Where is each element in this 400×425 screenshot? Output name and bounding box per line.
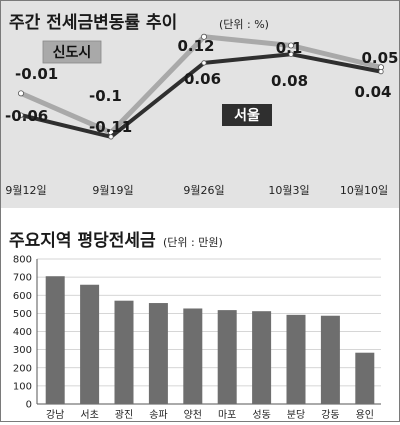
data-point: [201, 60, 207, 66]
x-category-label: 강동: [321, 409, 339, 421]
legend-서울: 서울: [222, 104, 272, 126]
value-label: -0.11: [89, 118, 132, 136]
value-label: 0.04: [354, 83, 391, 101]
y-tick-label: 800: [13, 255, 32, 266]
value-label: 0.05: [361, 49, 398, 67]
y-tick-label: 700: [13, 273, 32, 284]
weekly-change-panel: 주간 전세금변동률 추이 (단위 : %) 9월12일 9월19일 9월26일 10월…: [1, 1, 399, 208]
x-date-label: 10월3일: [268, 183, 309, 197]
x-date-label: 10월10일: [340, 183, 388, 197]
legend-신도시: 신도시: [42, 40, 102, 64]
x-category-label: 강남: [46, 409, 64, 421]
data-point: [288, 51, 294, 57]
y-tick-label: 400: [13, 327, 32, 338]
x-category-label: 분당: [287, 409, 305, 421]
value-label: -0.01: [15, 65, 58, 83]
x-category-label: 용인: [356, 409, 374, 421]
x-category-label: 광진: [115, 409, 133, 421]
line-chart-unit: (단위 : %): [219, 18, 269, 31]
y-tick-label: 0: [26, 400, 32, 411]
y-tick-label: 100: [13, 381, 32, 392]
avg-deposit-panel: 주요지역 평당전세금 (단위 : 만원) 0 100 200 300 400 500 600…: [1, 208, 399, 421]
data-point: [287, 42, 294, 49]
value-label: -0.1: [89, 87, 122, 105]
x-category-label: 송파: [149, 409, 167, 421]
series-line-서울: [20, 52, 382, 139]
bar-강남: [45, 276, 65, 404]
legend-label: 서울: [234, 107, 260, 124]
value-label: -0.06: [5, 107, 48, 125]
data-point: [18, 112, 24, 118]
bar-용인: [355, 352, 375, 404]
y-tick-label: 200: [13, 363, 32, 374]
value-label: 0.1: [276, 39, 303, 57]
bar-성동: [252, 311, 272, 404]
bar-마포: [217, 310, 237, 404]
bar-송파: [148, 303, 168, 404]
bar-강동: [320, 315, 340, 404]
data-point: [17, 90, 24, 97]
x-category-label: 성동: [252, 409, 270, 421]
x-category-label: 양천: [184, 409, 202, 421]
value-label: 0.08: [271, 72, 308, 90]
bar-서초: [80, 284, 100, 404]
line-chart-title: 주간 전세금변동률 추이: [9, 13, 177, 33]
x-date-label: 9월19일: [92, 183, 133, 197]
line-chart: 주간 전세금변동률 추이 (단위 : %) 9월12일 9월19일 9월26일 10월…: [5, 13, 399, 197]
bar-chart-unit: (단위 : 만원): [163, 236, 223, 249]
data-point: [108, 134, 114, 140]
x-date-label: 9월12일: [5, 183, 46, 197]
value-label: 0.12: [177, 37, 214, 55]
x-category-label: 마포: [218, 409, 236, 421]
value-label: 0.06: [184, 70, 221, 88]
bar-양천: [183, 308, 203, 404]
data-point: [200, 33, 207, 40]
data-point: [378, 69, 384, 75]
bar-chart-title: 주요지역 평당전세금: [9, 231, 156, 251]
y-tick-label: 500: [13, 309, 32, 320]
y-tick-label: 600: [13, 291, 32, 302]
bar-분당: [286, 314, 306, 404]
y-tick-label: 300: [13, 345, 32, 356]
legend-label: 신도시: [53, 45, 92, 61]
x-category-label: 서초: [80, 409, 98, 421]
bar-광진: [114, 300, 134, 404]
x-date-label: 9월26일: [183, 183, 224, 197]
bar-chart: 주요지역 평당전세금 (단위 : 만원) 0 100 200 300 400 500 600…: [9, 231, 381, 421]
